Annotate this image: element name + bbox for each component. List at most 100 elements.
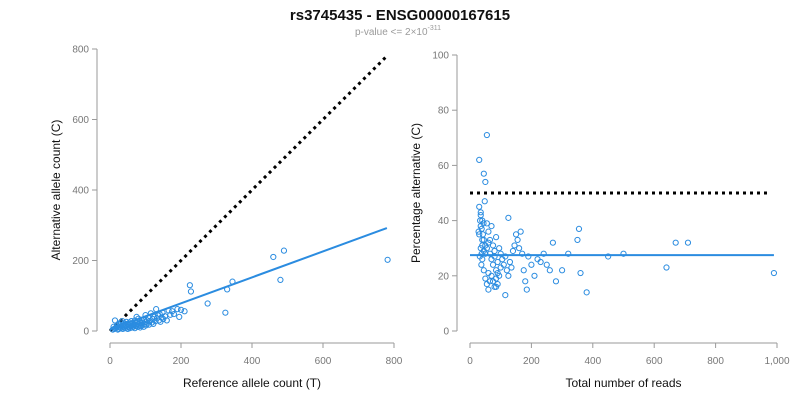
y-tick-label: 0 [443, 327, 449, 338]
data-point [483, 220, 490, 227]
data-point [494, 258, 501, 266]
data-point [163, 317, 170, 324]
subtitle-base: p-value <= 2×10 [355, 27, 428, 38]
data-point [503, 267, 510, 274]
data-point [489, 242, 497, 249]
data-point [486, 278, 494, 285]
x-tick-label: 600 [646, 356, 663, 367]
data-point [270, 253, 277, 261]
x-tick-label: 600 [315, 356, 332, 367]
data-point [519, 250, 526, 257]
data-point [480, 267, 487, 274]
data-point [684, 239, 692, 246]
data-point [482, 250, 489, 257]
data-point [280, 247, 288, 254]
data-point [509, 247, 517, 255]
data-point [488, 223, 495, 230]
y-tick-label: 0 [83, 327, 89, 338]
data-point [277, 276, 284, 283]
data-point [506, 258, 514, 266]
data-point [477, 209, 484, 216]
data-point [485, 286, 492, 293]
data-point [486, 250, 494, 257]
data-point [577, 269, 584, 277]
data-point [384, 256, 391, 263]
data-point [663, 264, 670, 271]
x-axis-label: Total number of reads [565, 376, 681, 390]
data-point [111, 317, 119, 324]
y-tick-label: 80 [438, 106, 450, 117]
data-point [502, 253, 509, 260]
data-point [480, 220, 487, 227]
x-tick-label: 200 [173, 356, 190, 367]
y-axis-label: Alternative allele count (C) [49, 120, 63, 261]
y-tick-label: 40 [438, 216, 450, 227]
data-point [552, 278, 560, 285]
chart-title: rs3745435 - ENSG00000167615 [290, 7, 510, 24]
data-point [494, 269, 501, 277]
reference-line [108, 54, 388, 333]
data-point [480, 170, 487, 177]
x-tick-label: 1,000 [764, 356, 789, 367]
data-point [520, 267, 527, 274]
y-tick-label: 600 [72, 115, 89, 126]
data-point [523, 286, 530, 293]
data-point [492, 234, 500, 241]
fit-line [109, 227, 388, 331]
y-tick-label: 400 [72, 186, 89, 197]
data-point [546, 267, 553, 274]
x-tick-label: 800 [707, 356, 724, 367]
data-point [522, 278, 529, 285]
data-point [512, 231, 520, 238]
y-axis-label: Percentage alternative (C) [409, 123, 423, 263]
data-point [770, 269, 778, 277]
data-point [476, 231, 483, 238]
data-point [575, 225, 583, 232]
x-tick-label: 0 [107, 356, 113, 367]
data-point [204, 300, 211, 307]
data-point [485, 228, 492, 235]
data-point [543, 261, 550, 268]
allele-count-panel: 0 200 400 600 800 0 200 400 600 800 Reference alle… [49, 45, 403, 391]
data-point [508, 264, 515, 271]
data-point [574, 236, 581, 244]
data-point [505, 214, 512, 221]
data-point [525, 253, 532, 260]
data-point [181, 308, 188, 315]
subtitle-exponent: -311 [428, 25, 442, 32]
data-point [167, 311, 174, 318]
data-point [516, 245, 523, 252]
x-tick-label: 0 [467, 356, 473, 367]
data-point [186, 282, 193, 289]
data-point [482, 275, 489, 282]
data-point [485, 269, 492, 277]
data-point [531, 272, 538, 279]
data-point [478, 250, 485, 257]
data-point [174, 306, 181, 313]
y-tick-label: 20 [438, 271, 450, 282]
data-point [500, 261, 507, 268]
data-point [476, 203, 483, 210]
data-point [492, 275, 500, 282]
y-tick-label: 100 [432, 51, 449, 62]
data-point [483, 131, 490, 139]
data-point [605, 253, 612, 260]
y-tick-label: 60 [438, 161, 450, 172]
data-point [222, 309, 229, 316]
data-point [583, 289, 590, 296]
data-point [148, 319, 155, 326]
data-point [481, 198, 488, 205]
data-point [491, 247, 498, 255]
x-tick-label: 400 [244, 356, 261, 367]
data-point [482, 178, 489, 186]
data-point [514, 236, 521, 244]
y-tick-label: 200 [72, 256, 89, 267]
data-point [176, 313, 183, 320]
data-point [511, 242, 518, 249]
data-point [620, 250, 627, 257]
x-tick-label: 200 [523, 356, 540, 367]
data-point [476, 156, 483, 163]
data-point [505, 272, 512, 279]
data-point [475, 228, 482, 235]
